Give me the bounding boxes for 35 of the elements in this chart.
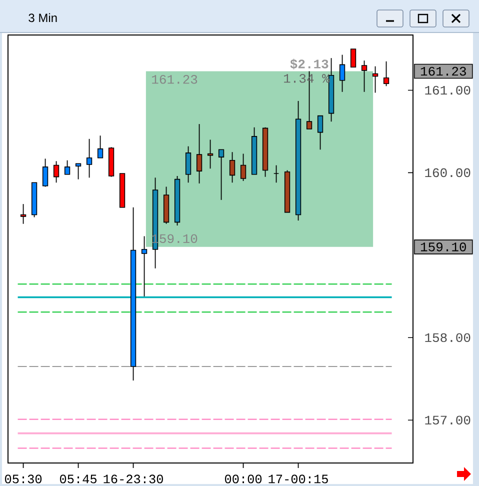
candlestick (42, 158, 48, 188)
candlestick (185, 146, 192, 184)
candlestick (361, 60, 368, 92)
x-tick-label: 17-00:15 (268, 474, 328, 484)
candlestick (196, 124, 202, 184)
x-tick-label: 05:45 (60, 474, 97, 484)
candlestick (372, 66, 378, 94)
candlestick (317, 115, 324, 150)
candlestick (339, 54, 346, 92)
candlestick (141, 236, 148, 297)
candlestick (64, 160, 70, 175)
candlestick (75, 163, 82, 180)
text: 161.23 (420, 66, 466, 76)
text: 159.10 (420, 242, 466, 252)
candlestick (273, 164, 280, 184)
candlestick (229, 152, 236, 184)
chart-title: 3 Min (28, 13, 57, 22)
candlestick (86, 138, 92, 178)
annotation: 161.23 (152, 74, 198, 84)
y-tick-label: 157.00 (425, 416, 470, 425)
annotation: $2.13 (290, 58, 328, 70)
x-tick-label: 05:30 (5, 474, 42, 484)
x-tick-label: 00:00 (224, 474, 262, 484)
candlestick (218, 149, 224, 200)
y-tick-label: 158.00 (425, 333, 470, 342)
y-tick-label: 161.00 (425, 86, 470, 95)
candlestick (383, 60, 390, 87)
candlestick (53, 160, 60, 184)
candlestick (207, 139, 214, 170)
candlestick (240, 153, 246, 182)
candlestick (97, 135, 104, 158)
candlestick (350, 48, 356, 68)
y-tick-label: 160.00 (425, 168, 470, 178)
x-tick-label: 16-23:30 (104, 474, 163, 484)
candlestick (20, 204, 26, 224)
